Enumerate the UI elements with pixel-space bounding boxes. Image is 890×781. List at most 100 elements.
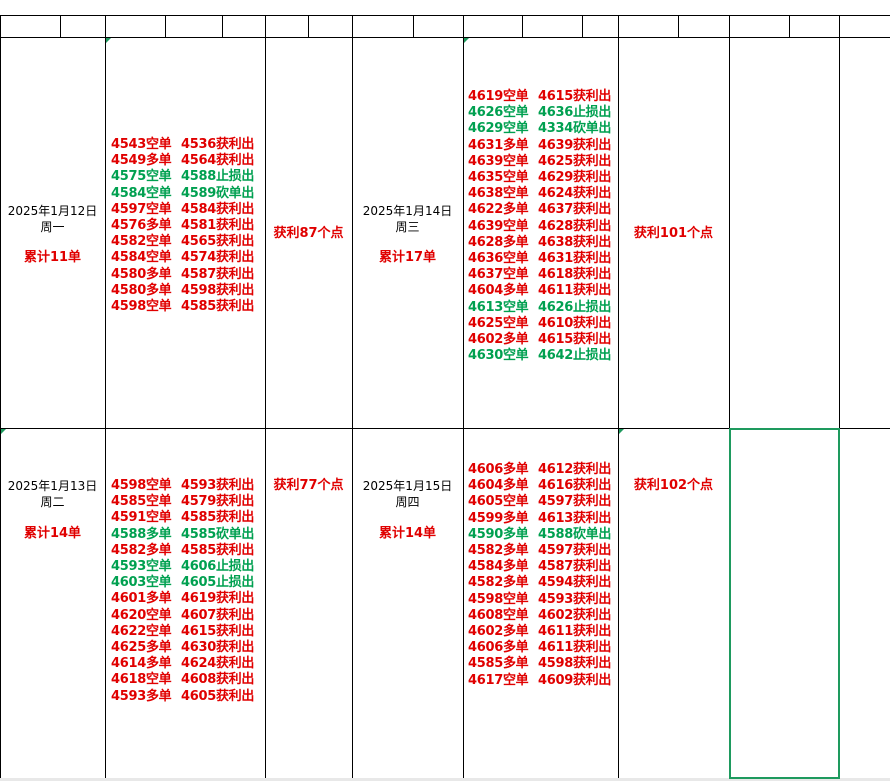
grid-line [582, 15, 583, 37]
trade-exit: 4581获利出 [181, 218, 255, 233]
order-count: 累计14单 [378, 526, 437, 541]
trade-entry: 4606多单 [468, 462, 529, 477]
trade-entry: 4593空单 [111, 559, 172, 574]
trade-entry: 4584多单 [468, 559, 529, 575]
trade-exit: 4629获利出 [538, 170, 612, 185]
trade-entry: 4575空单 [111, 169, 172, 185]
trade-entry: 4604多单 [468, 283, 529, 299]
trade-entry: 4580多单 [111, 266, 172, 282]
order-count: 累计17单 [378, 250, 437, 265]
trade-entry: 4614多单 [111, 656, 172, 672]
grid-line [413, 15, 414, 37]
grid-line [0, 37, 890, 38]
trade-exit: 4625获利出 [538, 153, 612, 169]
trade-exit: 4615获利出 [181, 623, 255, 639]
trade-entry: 4605空单 [468, 494, 529, 510]
grid-line [618, 15, 619, 778]
trade-exit: 4609获利出 [538, 672, 612, 688]
trade-exit: 4585获利出 [181, 510, 255, 526]
grid-line [789, 15, 790, 37]
trade-exit: 4593获利出 [181, 478, 255, 493]
trade-entry: 4618空单 [111, 672, 172, 688]
trade-exit: 4611获利出 [538, 640, 612, 656]
trade-exit: 4608获利出 [181, 672, 255, 688]
bottom-edge [0, 778, 890, 781]
weekday: 周二 [40, 495, 65, 509]
date: 2025年1月15日 [362, 479, 453, 493]
trade-exit: 4587获利出 [181, 266, 255, 282]
trade-entry: 4598空单 [468, 591, 529, 607]
trade-entry: 4629空单 [468, 121, 529, 137]
trade-entry: 4585空单 [111, 494, 172, 510]
trade-entry: 4598空单 [111, 299, 172, 314]
trade-entry: 4635空单 [468, 170, 529, 185]
trade-exit: 4611获利出 [538, 624, 612, 639]
trade-exit: 4642止损出 [538, 348, 612, 364]
profit-result: 获利101个点 [633, 226, 714, 241]
trade-entry: 4597空单 [111, 201, 172, 217]
trade-entry: 4620空单 [111, 607, 172, 623]
trade-entry: 4580多单 [111, 282, 172, 298]
grid-line [105, 15, 106, 778]
trade-entry: 4613空单 [468, 299, 529, 315]
trade-entry: 4622空单 [111, 623, 172, 639]
trade-exit: 4637获利出 [538, 202, 612, 218]
trade-exit: 4584获利出 [181, 201, 255, 217]
trade-entry: 4543空单 [111, 137, 172, 152]
trade-entry: 4593多单 [111, 688, 172, 704]
trade-entry: 4625空单 [468, 315, 529, 331]
selected-cell[interactable] [729, 428, 840, 779]
trade-entry: 4602多单 [468, 332, 529, 347]
trade-entry: 4584空单 [111, 250, 172, 266]
grid-line [265, 15, 266, 778]
grid-line [463, 15, 464, 778]
trade-exit: 4624获利出 [181, 656, 255, 672]
trade-exit: 4536获利出 [181, 137, 255, 152]
grid-line [0, 15, 1, 778]
trade-exit: 4616获利出 [538, 478, 612, 494]
trade-exit: 4639获利出 [538, 137, 612, 153]
trade-entry: 4606多单 [468, 640, 529, 656]
grid-line [522, 15, 523, 37]
date: 2025年1月12日 [7, 204, 98, 218]
trade-exit: 4605获利出 [181, 688, 255, 704]
grid-line [222, 15, 223, 37]
date: 2025年1月14日 [362, 204, 453, 218]
order-count: 累计11单 [23, 250, 82, 265]
trade-entry: 4602多单 [468, 624, 529, 639]
order-count: 累计14单 [23, 526, 82, 541]
trade-exit: 4628获利出 [538, 218, 612, 234]
trade-entry: 4619空单 [468, 89, 529, 104]
trade-exit: 4602获利出 [538, 607, 612, 623]
grid-line [0, 15, 890, 16]
trade-exit: 4615获利出 [538, 89, 612, 104]
trade-entry: 4625多单 [111, 640, 172, 655]
trade-exit: 4587获利出 [538, 559, 612, 575]
trade-exit: 4613获利出 [538, 510, 612, 526]
grid-line [352, 15, 353, 778]
trade-entry: 4637空单 [468, 267, 529, 283]
trade-entry: 4630空单 [468, 348, 529, 364]
trade-exit: 4610获利出 [538, 315, 612, 331]
trade-entry: 4601多单 [111, 591, 172, 607]
trade-entry: 4585多单 [468, 656, 529, 672]
trade-exit: 4579获利出 [181, 494, 255, 510]
date: 2025年1月13日 [7, 479, 98, 493]
trade-exit: 4597获利出 [538, 494, 612, 510]
trade-exit: 4589砍单出 [181, 185, 255, 201]
trade-entry: 4582空单 [111, 234, 172, 250]
trade-exit: 4593获利出 [538, 591, 612, 607]
trade-entry: 4603空单 [111, 575, 172, 591]
grid-line [839, 15, 840, 778]
trade-exit: 4597获利出 [538, 543, 612, 558]
trade-exit: 4636止损出 [538, 105, 612, 121]
trade-exit: 4585获利出 [181, 299, 255, 314]
trade-exit: 4611获利出 [538, 283, 612, 299]
trade-exit: 4638获利出 [538, 234, 612, 250]
trade-exit: 4605止损出 [181, 575, 255, 591]
trade-exit: 4588止损出 [181, 169, 255, 185]
trade-entry: 4617空单 [468, 672, 529, 688]
trade-entry: 4598空单 [111, 478, 172, 493]
trade-entry: 4604多单 [468, 478, 529, 494]
